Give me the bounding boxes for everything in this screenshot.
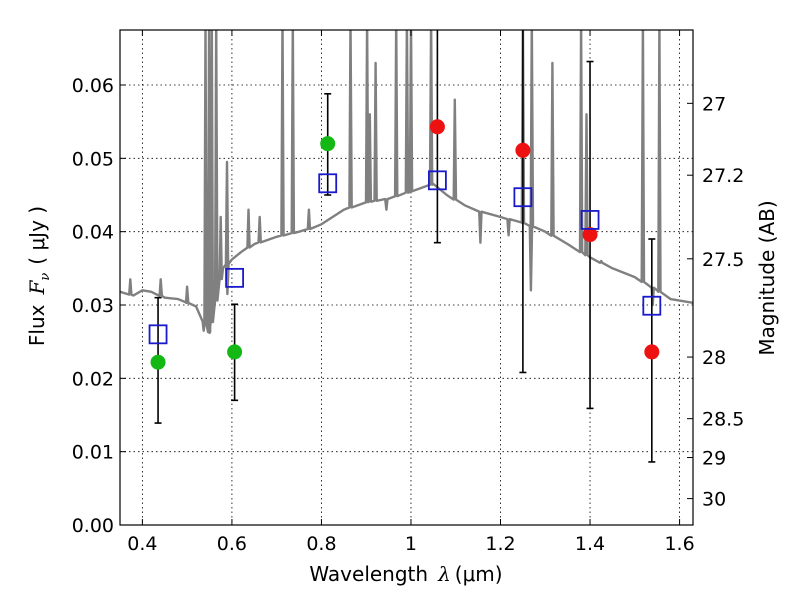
x-tick-label: 1.4 xyxy=(575,533,605,555)
x-axis-label: Wavelength λ (μm) xyxy=(309,562,502,586)
x-tick-label: 1.2 xyxy=(485,533,515,555)
data-point-circle xyxy=(320,136,336,152)
y2-tick-label: 28 xyxy=(702,347,726,369)
y2-axis-label: Magnitude (AB) xyxy=(755,200,779,355)
y-tick-label: 0.00 xyxy=(72,515,114,537)
data-point-circle xyxy=(429,119,445,135)
y-tick-label: 0.04 xyxy=(72,222,114,244)
y-tick-label: 0.03 xyxy=(72,295,114,317)
y-tick-label: 0.05 xyxy=(72,148,114,170)
model-point-square xyxy=(642,295,662,316)
plot-frame xyxy=(119,29,694,526)
spectrum-line xyxy=(120,30,693,335)
data-point-circle xyxy=(150,354,166,370)
y2-tick-label: 30 xyxy=(702,489,726,511)
y2-tick-label: 29 xyxy=(702,448,726,470)
y-tick-label: 0.02 xyxy=(72,368,114,390)
axes: 0.4 0.6 0.8 1 1.2 1.4 1.6 0.00 0.01 0.02 0.03 0.04 0… xyxy=(72,30,744,555)
y2-tick-label: 27.5 xyxy=(702,249,744,271)
y2-tick-label: 27.2 xyxy=(702,165,744,187)
model-point-square xyxy=(513,187,533,208)
y-axis-label: FluxFν( μJy ) xyxy=(25,206,53,346)
y-tick-label: 0.01 xyxy=(72,442,114,464)
x-tick-label: 0.6 xyxy=(217,533,247,555)
photometry-points xyxy=(148,30,662,463)
model-spectrum xyxy=(120,30,693,335)
x-tick-label: 0.8 xyxy=(306,533,336,555)
y2-tick-label: 28.5 xyxy=(702,409,744,431)
y-tick-label: 0.06 xyxy=(72,75,114,97)
model-point-square xyxy=(318,173,338,194)
data-point-circle xyxy=(227,344,243,360)
model-point-square xyxy=(148,324,168,345)
data-point-circle xyxy=(515,142,531,158)
model-point-square xyxy=(580,210,600,230)
model-point-square xyxy=(225,267,245,288)
x-tick-label: 0.4 xyxy=(127,533,157,555)
model-point-square xyxy=(427,170,447,191)
y2-tick-label: 27 xyxy=(702,93,726,115)
x-tick-label: 1 xyxy=(405,533,417,555)
x-tick-label: 1.6 xyxy=(664,533,694,555)
data-point-circle xyxy=(582,227,598,243)
data-point-circle xyxy=(644,344,660,360)
